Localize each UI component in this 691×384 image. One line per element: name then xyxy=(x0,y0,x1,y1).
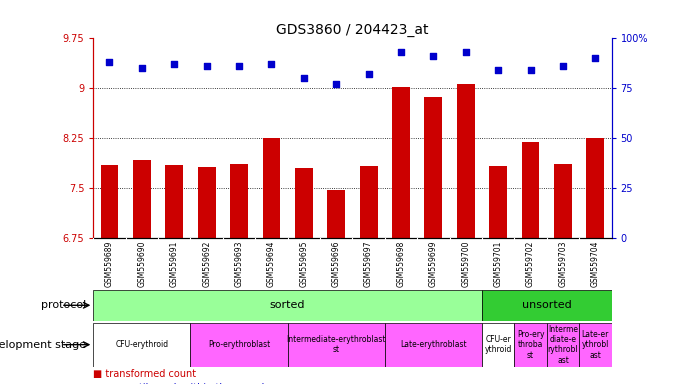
Text: development stage: development stage xyxy=(0,339,86,350)
Text: GSM559692: GSM559692 xyxy=(202,240,211,287)
Bar xyxy=(287,323,385,367)
Bar xyxy=(514,323,547,367)
Text: GSM559695: GSM559695 xyxy=(299,240,308,287)
Text: GSM559701: GSM559701 xyxy=(493,240,502,287)
Text: Interme
diate-e
rythrobl
ast: Interme diate-e rythrobl ast xyxy=(548,324,578,365)
Point xyxy=(136,65,147,71)
Point xyxy=(525,67,536,73)
Bar xyxy=(328,190,345,238)
Point xyxy=(299,75,310,81)
Text: GSM559696: GSM559696 xyxy=(332,240,341,287)
Text: GSM559690: GSM559690 xyxy=(138,240,146,287)
Point xyxy=(234,63,245,70)
Text: GSM559697: GSM559697 xyxy=(364,240,373,287)
Point xyxy=(558,63,569,70)
Point xyxy=(395,49,406,55)
Text: GSM559704: GSM559704 xyxy=(591,240,600,287)
Point xyxy=(363,71,374,78)
Bar xyxy=(579,323,612,367)
Text: GSM559699: GSM559699 xyxy=(429,240,438,287)
Bar xyxy=(230,164,248,238)
Text: CFU-er
ythroid: CFU-er ythroid xyxy=(484,335,512,354)
Bar xyxy=(198,167,216,238)
Bar xyxy=(587,138,604,238)
Bar xyxy=(482,290,612,321)
Point xyxy=(460,49,471,55)
Text: CFU-erythroid: CFU-erythroid xyxy=(115,340,169,349)
Bar xyxy=(547,323,579,367)
Text: protocol: protocol xyxy=(41,300,86,310)
Bar xyxy=(457,84,475,238)
Point xyxy=(104,59,115,65)
Bar xyxy=(165,165,183,238)
Bar xyxy=(482,323,514,367)
Bar xyxy=(295,168,313,238)
Point xyxy=(201,63,212,70)
Text: unsorted: unsorted xyxy=(522,300,571,310)
Point xyxy=(590,55,601,61)
Bar xyxy=(392,87,410,238)
Point xyxy=(169,61,180,68)
Bar xyxy=(489,166,507,238)
Text: GSM559694: GSM559694 xyxy=(267,240,276,287)
Point xyxy=(331,81,342,88)
Text: GSM559702: GSM559702 xyxy=(526,240,535,287)
Text: GSM559703: GSM559703 xyxy=(558,240,567,287)
Point xyxy=(493,67,504,73)
Bar xyxy=(93,290,482,321)
Text: GSM559698: GSM559698 xyxy=(397,240,406,287)
Bar xyxy=(133,160,151,238)
Title: GDS3860 / 204423_at: GDS3860 / 204423_at xyxy=(276,23,428,37)
Text: ■ percentile rank within the sample: ■ percentile rank within the sample xyxy=(93,383,271,384)
Bar xyxy=(93,323,191,367)
Text: GSM559700: GSM559700 xyxy=(462,240,471,287)
Bar xyxy=(191,323,287,367)
Bar xyxy=(263,138,281,238)
Text: Pro-erythroblast: Pro-erythroblast xyxy=(208,340,270,349)
Bar xyxy=(385,323,482,367)
Text: Pro-ery
throba
st: Pro-ery throba st xyxy=(517,330,545,359)
Text: GSM559691: GSM559691 xyxy=(170,240,179,287)
Text: Late-erythroblast: Late-erythroblast xyxy=(400,340,466,349)
Text: ■ transformed count: ■ transformed count xyxy=(93,369,196,379)
Text: sorted: sorted xyxy=(270,300,305,310)
Bar xyxy=(360,166,377,238)
Text: Late-er
ythrobl
ast: Late-er ythrobl ast xyxy=(582,330,609,359)
Point xyxy=(266,61,277,68)
Bar xyxy=(554,164,572,238)
Text: GSM559689: GSM559689 xyxy=(105,240,114,287)
Bar xyxy=(424,97,442,238)
Point xyxy=(428,53,439,60)
Text: Intermediate-erythroblast
st: Intermediate-erythroblast st xyxy=(287,335,386,354)
Text: GSM559693: GSM559693 xyxy=(234,240,243,287)
Bar xyxy=(522,142,540,238)
Bar xyxy=(101,165,118,238)
